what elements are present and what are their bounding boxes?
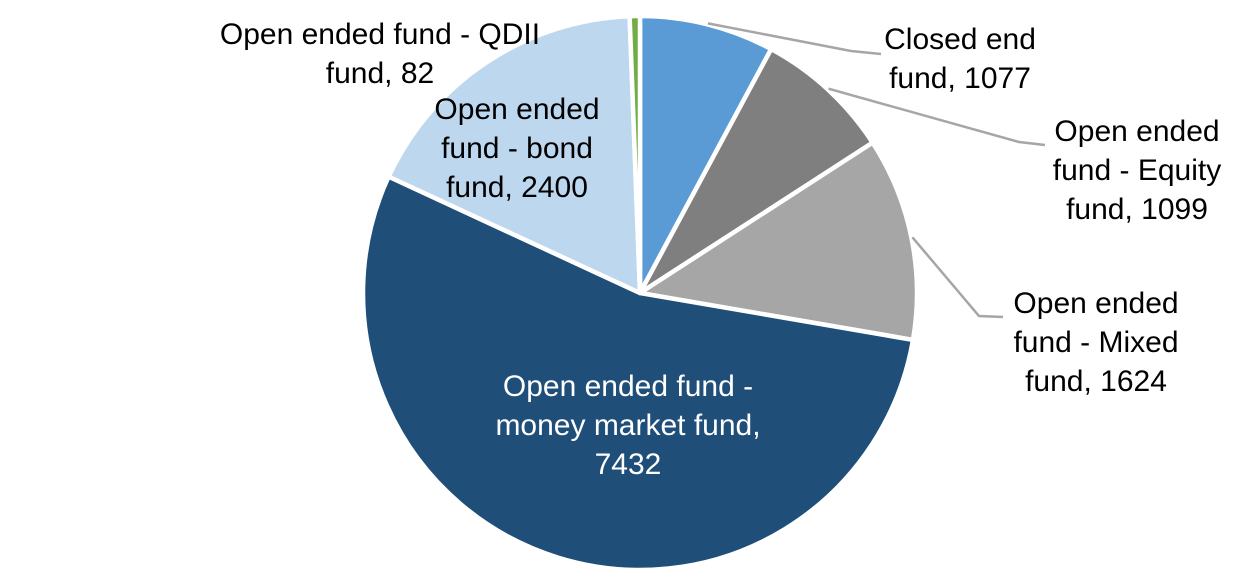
pie-slice-open-ended-fund-mixed-fund: [637, 140, 920, 343]
leader-line-open-ended-fund-equity-fund: [828, 87, 1046, 147]
data-label-open-ended-equity-fund: Open ended fund - Equity fund, 1099: [1007, 112, 1250, 229]
data-label-line: fund - Equity: [1052, 154, 1222, 187]
data-label-line: Open ended: [1013, 287, 1179, 320]
data-label-line: money market fund,: [495, 409, 761, 442]
data-label-line: fund, 1077: [889, 62, 1031, 95]
leader-line-closed-end-fund: [707, 22, 882, 56]
pie-slice-open-ended-fund-qdii-fund: [627, 13, 643, 296]
data-label-open-ended-money-market-fund: Open ended fund - money market fund, 743…: [448, 367, 808, 484]
pie-slice-open-ended-fund-equity-fund: [637, 46, 875, 296]
data-label-line: Closed end: [884, 23, 1036, 56]
data-label-line: fund, 1624: [1025, 365, 1167, 398]
data-label-line: fund, 82: [325, 57, 435, 90]
data-label-line: fund - bond: [441, 132, 593, 165]
data-label-closed-end-fund: Closed end fund, 1077: [830, 20, 1090, 98]
pie-slice-closed-end-fund: [637, 13, 774, 296]
data-label-line: Open ended: [1054, 115, 1220, 148]
leader-line-open-ended-fund-mixed-fund: [911, 236, 1004, 319]
data-label-open-ended-qdii-fund: Open ended fund - QDII fund, 82: [180, 15, 580, 93]
data-label-line: Open ended: [434, 93, 600, 126]
pie-slice-open-ended-fund-bond-fund: [386, 13, 643, 296]
data-label-open-ended-mixed-fund: Open ended fund - Mixed fund, 1624: [966, 284, 1226, 401]
data-label-line: fund, 2400: [446, 171, 588, 204]
data-label-line: Open ended fund -: [502, 370, 754, 403]
data-label-line: Open ended fund - QDII: [219, 18, 541, 51]
pie-slice-open-ended-fund-money-market-fund: [360, 174, 916, 573]
data-label-line: fund, 1099: [1066, 193, 1208, 226]
data-label-line: fund - Mixed: [1013, 326, 1179, 359]
data-label-line: 7432: [594, 448, 662, 481]
data-label-open-ended-bond-fund: Open ended fund - bond fund, 2400: [397, 90, 637, 207]
